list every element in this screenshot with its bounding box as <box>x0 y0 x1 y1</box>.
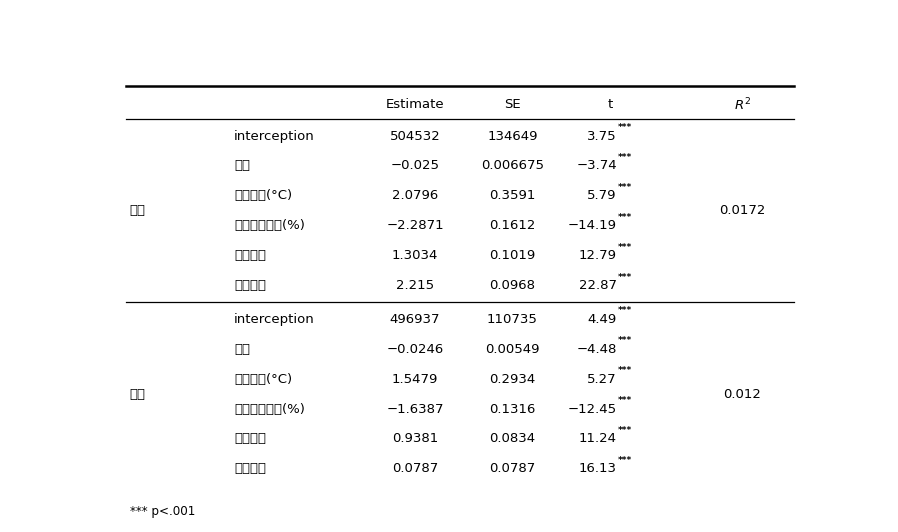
Text: 날짜: 날짜 <box>234 160 250 172</box>
Text: t: t <box>607 98 612 111</box>
Text: 3.75: 3.75 <box>587 129 617 143</box>
Text: interception: interception <box>234 313 315 326</box>
Text: interception: interception <box>234 129 315 143</box>
Text: 0.00549: 0.00549 <box>485 343 540 356</box>
Text: ***: *** <box>618 456 632 465</box>
Text: ***: *** <box>618 123 632 132</box>
Text: 날짜: 날짜 <box>234 343 250 356</box>
Text: 0.0787: 0.0787 <box>392 462 438 475</box>
Text: 남성: 남성 <box>129 388 145 401</box>
Text: 미세먼지: 미세먼지 <box>234 279 266 292</box>
Text: −1.6387: −1.6387 <box>386 403 444 415</box>
Text: 0.0172: 0.0172 <box>719 204 765 217</box>
Text: 1.5479: 1.5479 <box>392 372 438 386</box>
Text: ***: *** <box>618 396 632 405</box>
Text: ***: *** <box>618 213 632 222</box>
Text: ***: *** <box>618 273 632 281</box>
Text: −0.0246: −0.0246 <box>386 343 444 356</box>
Text: 불쾌지수: 불쾌지수 <box>234 249 266 262</box>
Text: ***: *** <box>618 336 632 345</box>
Text: 불쾌지수: 불쾌지수 <box>234 433 266 445</box>
Text: 16.13: 16.13 <box>579 462 617 475</box>
Text: *** p<.001: *** p<.001 <box>129 505 195 518</box>
Text: 5.27: 5.27 <box>587 372 617 386</box>
Text: 0.1316: 0.1316 <box>489 403 535 415</box>
Text: 0.012: 0.012 <box>723 388 761 401</box>
Text: −12.45: −12.45 <box>568 403 617 415</box>
Text: 22.87: 22.87 <box>579 279 617 292</box>
Text: $R^2$: $R^2$ <box>734 97 751 113</box>
Text: ***: *** <box>618 426 632 435</box>
Text: 평균상대습도(%): 평균상대습도(%) <box>234 403 305 415</box>
Text: 1.3034: 1.3034 <box>392 249 438 262</box>
Text: 평균기온(°C): 평균기온(°C) <box>234 372 292 386</box>
Text: ***: *** <box>618 243 632 252</box>
Text: ***: *** <box>618 306 632 315</box>
Text: ***: *** <box>618 183 632 192</box>
Text: 0.0787: 0.0787 <box>489 462 535 475</box>
Text: 0.2934: 0.2934 <box>489 372 535 386</box>
Text: 0.1612: 0.1612 <box>489 219 535 232</box>
Text: −2.2871: −2.2871 <box>386 219 444 232</box>
Text: −14.19: −14.19 <box>568 219 617 232</box>
Text: 2.0796: 2.0796 <box>392 189 438 202</box>
Text: 평균기온(°C): 평균기온(°C) <box>234 189 292 202</box>
Text: Estimate: Estimate <box>385 98 445 111</box>
Text: 4.49: 4.49 <box>587 313 617 326</box>
Text: −3.74: −3.74 <box>577 160 617 172</box>
Text: 5.79: 5.79 <box>587 189 617 202</box>
Text: 0.3591: 0.3591 <box>489 189 535 202</box>
Text: 평균상대습도(%): 평균상대습도(%) <box>234 219 305 232</box>
Text: 미세먼지: 미세먼지 <box>234 462 266 475</box>
Text: 0.006675: 0.006675 <box>481 160 544 172</box>
Text: 0.0968: 0.0968 <box>489 279 535 292</box>
Text: 496937: 496937 <box>390 313 440 326</box>
Text: 11.24: 11.24 <box>579 433 617 445</box>
Text: ***: *** <box>618 366 632 375</box>
Text: 110735: 110735 <box>487 313 538 326</box>
Text: −4.48: −4.48 <box>577 343 617 356</box>
Text: 504532: 504532 <box>390 129 440 143</box>
Text: 2.215: 2.215 <box>396 279 434 292</box>
Text: ***: *** <box>618 153 632 162</box>
Text: SE: SE <box>504 98 521 111</box>
Text: −0.025: −0.025 <box>391 160 439 172</box>
Text: 134649: 134649 <box>488 129 538 143</box>
Text: 0.1019: 0.1019 <box>489 249 535 262</box>
Text: 0.9381: 0.9381 <box>392 433 438 445</box>
Text: 12.79: 12.79 <box>579 249 617 262</box>
Text: 여성: 여성 <box>129 204 145 217</box>
Text: 0.0834: 0.0834 <box>489 433 535 445</box>
